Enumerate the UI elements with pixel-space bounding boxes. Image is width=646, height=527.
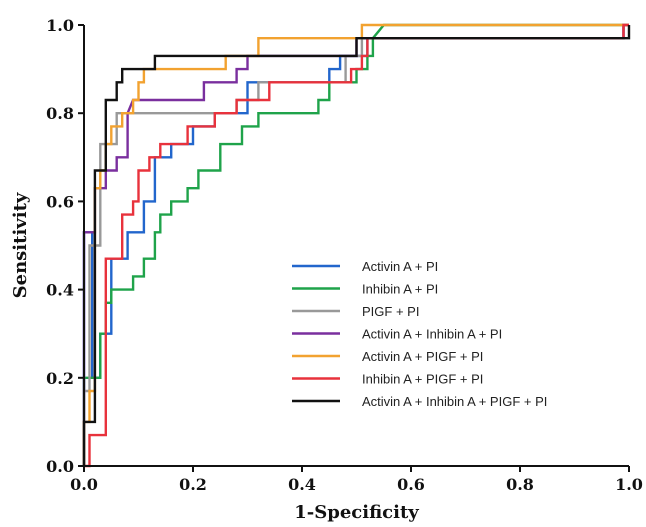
plot-lines xyxy=(82,23,631,468)
series-line-2 xyxy=(82,23,629,466)
legend-label: Activin A + Inhibin A + PIGF + PI xyxy=(362,394,547,409)
legend-label: Inhibin A + PI xyxy=(362,282,438,297)
x-tick-label: 0.4 xyxy=(288,475,316,494)
y-tick-label: 0.4 xyxy=(46,281,74,300)
x-tick-label: 0.0 xyxy=(70,475,98,494)
y-axis-title: Sensitivity xyxy=(10,192,31,298)
x-tick-label: 0.2 xyxy=(179,475,207,494)
y-tick-label: 0.0 xyxy=(46,457,74,476)
series-line-6 xyxy=(84,23,629,468)
legend-label: Activin A + PIGF + PI xyxy=(362,349,483,364)
x-axis-ticks: 0.0 0.2 0.4 0.6 0.8 1.0 xyxy=(70,466,643,494)
y-tick-label: 0.6 xyxy=(46,192,74,211)
x-tick-label: 1.0 xyxy=(615,475,643,494)
x-tick-label: 0.8 xyxy=(506,475,534,494)
y-axis-ticks: 0.0 0.2 0.4 0.6 0.8 1.0 xyxy=(46,16,84,476)
legend-label: Activin A + PI xyxy=(362,259,438,274)
legend-label: PIGF + PI xyxy=(362,304,419,319)
series-line-7 xyxy=(82,25,631,466)
x-tick-label: 0.6 xyxy=(397,475,425,494)
legend-label: Inhibin A + PIGF + PI xyxy=(362,372,483,387)
y-tick-label: 0.2 xyxy=(46,369,74,388)
x-axis-title: 1-Specificity xyxy=(294,502,419,523)
legend: Activin A + PI Inhibin A + PI PIGF + PI Act… xyxy=(292,259,547,409)
y-tick-label: 0.8 xyxy=(46,104,74,123)
axes xyxy=(83,25,629,467)
y-tick-label: 1.0 xyxy=(46,16,74,35)
legend-label: Activin A + Inhibin A + PI xyxy=(362,327,502,342)
